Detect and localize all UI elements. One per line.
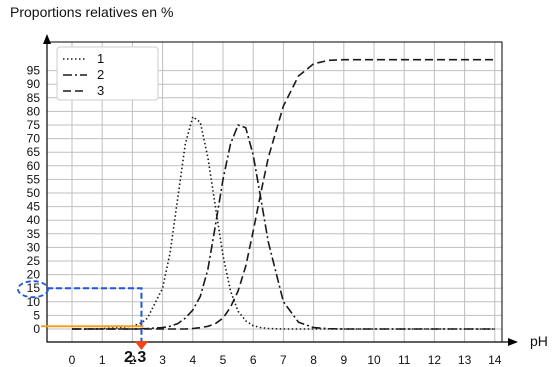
- y-tick-label: 10: [27, 295, 41, 309]
- y-tick-label: 55: [27, 172, 41, 186]
- x-tick-label: 9: [340, 353, 347, 367]
- x-tick-label: 12: [428, 353, 442, 367]
- x-tick-label: 7: [280, 353, 287, 367]
- y-tick-label: 80: [27, 104, 41, 118]
- curve-layer: [72, 58, 495, 330]
- legend-label: 1: [97, 51, 104, 66]
- y-tick-label: 30: [27, 240, 41, 254]
- x-tick-label: 2: [129, 353, 136, 367]
- x-axis-arrow: [508, 338, 518, 346]
- x-tick-label: 13: [458, 353, 472, 367]
- y-tick-label: 95: [27, 64, 41, 78]
- legend: 123: [56, 46, 159, 101]
- highlight-marker: [134, 341, 149, 350]
- annotation-layer: [17, 280, 149, 350]
- y-tick-label: 50: [27, 186, 41, 200]
- x-tick-label: 11: [398, 353, 411, 367]
- series-1-line: [72, 115, 495, 330]
- x-tick-label: 10: [367, 353, 381, 367]
- y-tick-label: 20: [27, 268, 41, 282]
- grid-layer: [46, 41, 503, 343]
- y-tick-label: 75: [27, 118, 41, 132]
- y-tick-label: 85: [27, 91, 41, 105]
- y-tick-label: 25: [27, 254, 41, 268]
- legend-label: 2: [97, 67, 104, 82]
- x-tick-label: 4: [189, 353, 196, 367]
- y-tick-label: 45: [27, 200, 41, 214]
- y-tick-label: 65: [27, 145, 41, 159]
- highlight-dashed-guide: [47, 287, 143, 342]
- y-tick-label: 60: [27, 159, 41, 173]
- highlight-ph-label: 2.3: [124, 349, 147, 366]
- y-tick-label: 15: [27, 281, 41, 295]
- x-tick-label: 8: [310, 353, 317, 367]
- x-axis-label: pH: [530, 333, 548, 349]
- x-tick-label: 1: [99, 353, 106, 367]
- x-tick-label: 5: [220, 353, 227, 367]
- y-tick-label: 70: [27, 132, 41, 146]
- y-tick-label: 0: [33, 322, 40, 336]
- x-tick-label: 3: [159, 353, 166, 367]
- x-tick-label: 6: [250, 353, 257, 367]
- legend-label: 3: [97, 83, 104, 98]
- y-tick-label: 5: [33, 308, 40, 322]
- legend-box: [56, 46, 159, 101]
- series-3-line: [72, 58, 495, 330]
- x-tick-label: 14: [488, 353, 502, 367]
- series-2-line: [72, 123, 495, 330]
- x-tick-label: 0: [69, 353, 76, 367]
- highlight-circle: [17, 280, 49, 299]
- y-axis-label: Proportions relatives en %: [10, 4, 174, 20]
- y-axis-arrow: [43, 34, 51, 44]
- y-tick-label: 90: [27, 77, 41, 91]
- y-tick-label: 35: [27, 227, 41, 241]
- y-tick-label: 40: [27, 213, 41, 227]
